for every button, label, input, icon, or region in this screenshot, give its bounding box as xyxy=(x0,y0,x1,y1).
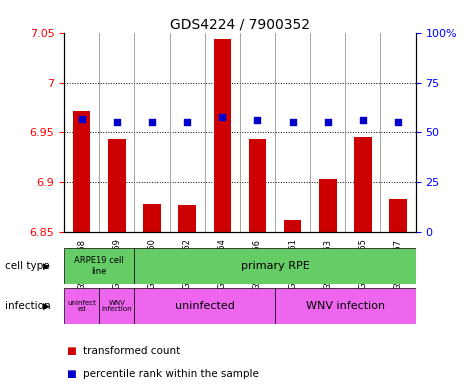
Point xyxy=(359,118,367,124)
Bar xyxy=(64,248,134,284)
Text: primary RPE: primary RPE xyxy=(241,261,309,271)
Text: uninfect
ed: uninfect ed xyxy=(67,300,96,313)
Bar xyxy=(143,204,161,232)
Bar xyxy=(319,179,336,232)
Bar xyxy=(354,137,371,232)
Bar xyxy=(108,139,125,232)
Text: infection: infection xyxy=(5,301,50,311)
Point xyxy=(324,119,332,126)
Text: ▶: ▶ xyxy=(43,262,49,270)
Point xyxy=(254,118,261,124)
Text: ■: ■ xyxy=(66,346,76,356)
Bar xyxy=(213,39,231,232)
Point xyxy=(289,119,296,126)
Bar xyxy=(249,139,266,232)
Point xyxy=(113,119,121,126)
Bar xyxy=(73,111,91,232)
Point xyxy=(394,119,402,126)
Point xyxy=(183,119,191,126)
Text: ARPE19 cell
line: ARPE19 cell line xyxy=(75,256,124,276)
Bar xyxy=(134,288,275,324)
Text: cell type: cell type xyxy=(5,261,49,271)
Point xyxy=(218,113,226,119)
Bar xyxy=(134,248,416,284)
Text: percentile rank within the sample: percentile rank within the sample xyxy=(83,369,259,379)
Point xyxy=(78,116,86,122)
Bar xyxy=(99,288,134,324)
Bar xyxy=(64,288,99,324)
Bar xyxy=(275,288,416,324)
Bar xyxy=(284,220,301,232)
Bar xyxy=(179,205,196,232)
Text: transformed count: transformed count xyxy=(83,346,180,356)
Bar xyxy=(390,199,407,232)
Text: uninfected: uninfected xyxy=(175,301,235,311)
Text: WNV infection: WNV infection xyxy=(306,301,385,311)
Text: ▶: ▶ xyxy=(43,302,49,311)
Text: WNV
infection: WNV infection xyxy=(102,300,132,313)
Title: GDS4224 / 7900352: GDS4224 / 7900352 xyxy=(170,18,310,31)
Point xyxy=(148,119,156,126)
Text: ■: ■ xyxy=(66,369,76,379)
